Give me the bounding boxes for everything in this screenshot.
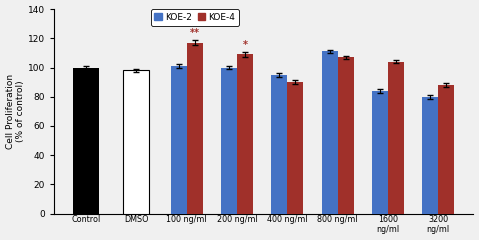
Text: *: *	[242, 40, 248, 50]
Bar	[388, 62, 404, 214]
Bar	[271, 75, 287, 214]
Bar	[221, 67, 237, 214]
Bar	[124, 70, 149, 214]
Bar	[321, 51, 338, 214]
Bar	[287, 82, 303, 214]
Bar	[438, 85, 455, 214]
Y-axis label: Cell Proliferation
(% of control): Cell Proliferation (% of control)	[6, 74, 25, 149]
Bar	[73, 67, 99, 214]
Bar	[338, 57, 354, 214]
Bar	[171, 66, 187, 214]
Legend: KOE-2, KOE-4: KOE-2, KOE-4	[151, 9, 239, 26]
Text: **: **	[190, 28, 200, 38]
Bar	[422, 97, 438, 214]
Bar	[237, 54, 253, 214]
Bar	[187, 43, 203, 214]
Bar	[372, 91, 388, 214]
